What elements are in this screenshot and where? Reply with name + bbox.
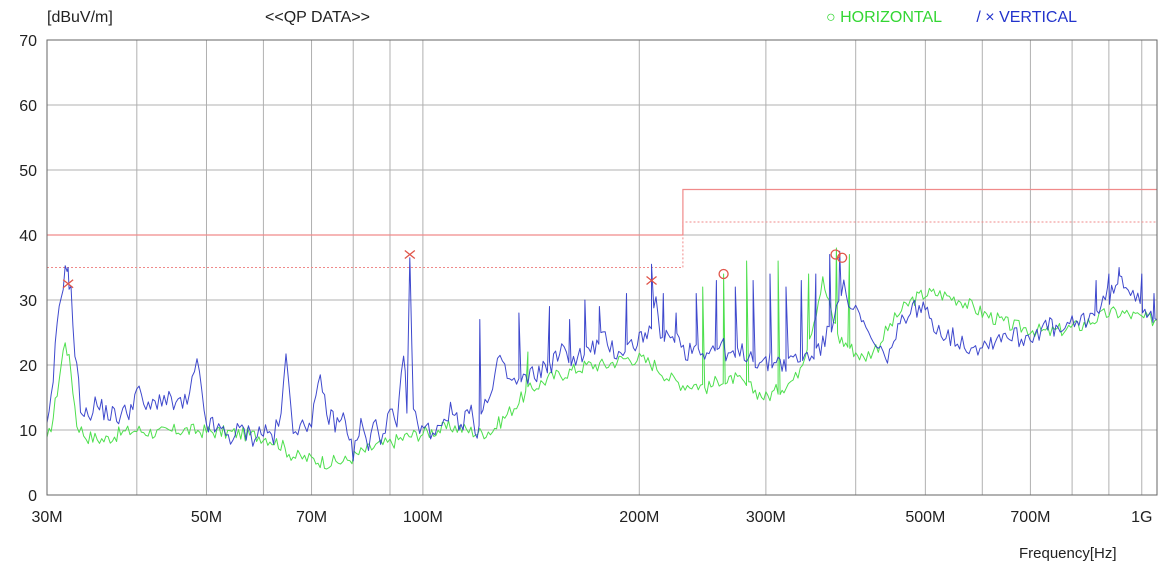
x-axis-label: Frequency[Hz] bbox=[1019, 545, 1117, 562]
marker-horizontal-peak bbox=[836, 252, 848, 263]
legend: ○ HORIZONTAL / × VERTICAL bbox=[826, 9, 1077, 27]
y-tick-label: 70 bbox=[19, 33, 37, 50]
y-tick-label: 30 bbox=[19, 293, 37, 310]
y-unit-label: [dBuV/m] bbox=[47, 9, 113, 26]
y-tick-label: 20 bbox=[19, 358, 37, 375]
series-vertical bbox=[46, 250, 1158, 462]
series-horizontal bbox=[46, 247, 1158, 470]
x-tick-label: 70M bbox=[296, 509, 327, 526]
y-tick-label: 40 bbox=[19, 228, 37, 245]
x-tick-label: 1G bbox=[1131, 509, 1152, 526]
y-tick-label: 50 bbox=[19, 163, 37, 180]
x-tick-label: 30M bbox=[31, 509, 62, 526]
x-tick-label: 700M bbox=[1010, 509, 1050, 526]
circle-icon: ○ bbox=[826, 9, 836, 26]
marker-horizontal-peak bbox=[830, 249, 841, 260]
x-tick-label: 500M bbox=[905, 509, 945, 526]
y-tick-label: 10 bbox=[19, 423, 37, 440]
x-tick-label: 200M bbox=[619, 509, 659, 526]
marker-vertical-peak bbox=[404, 249, 416, 260]
legend-separator: / bbox=[976, 9, 981, 26]
limit-line bbox=[47, 188, 1157, 236]
legend-horizontal-label: HORIZONTAL bbox=[840, 9, 942, 26]
plot-frame bbox=[46, 39, 1158, 496]
legend-vertical-label: VERTICAL bbox=[999, 9, 1078, 26]
marker-vertical-peak bbox=[646, 275, 657, 286]
marker-horizontal-peak bbox=[718, 268, 729, 280]
cross-icon: × bbox=[985, 9, 995, 26]
limit-lines bbox=[47, 188, 1157, 268]
y-tick-labels: 0 10 20 30 40 50 60 70 bbox=[19, 33, 37, 505]
chart-title: <<QP DATA>> bbox=[265, 9, 370, 26]
y-tick-label: 60 bbox=[19, 98, 37, 115]
x-tick-label: 100M bbox=[403, 509, 443, 526]
peak-markers bbox=[62, 249, 848, 289]
x-tick-label: 300M bbox=[746, 509, 786, 526]
y-tick-label: 0 bbox=[28, 488, 37, 505]
x-tick-label: 50M bbox=[191, 509, 222, 526]
series-lines bbox=[46, 247, 1158, 470]
margin-line bbox=[47, 221, 1157, 268]
marker-vertical-peak bbox=[62, 279, 74, 289]
x-tick-labels: 30M 50M 70M 100M 200M 300M 500M 700M 1G bbox=[31, 509, 1152, 526]
